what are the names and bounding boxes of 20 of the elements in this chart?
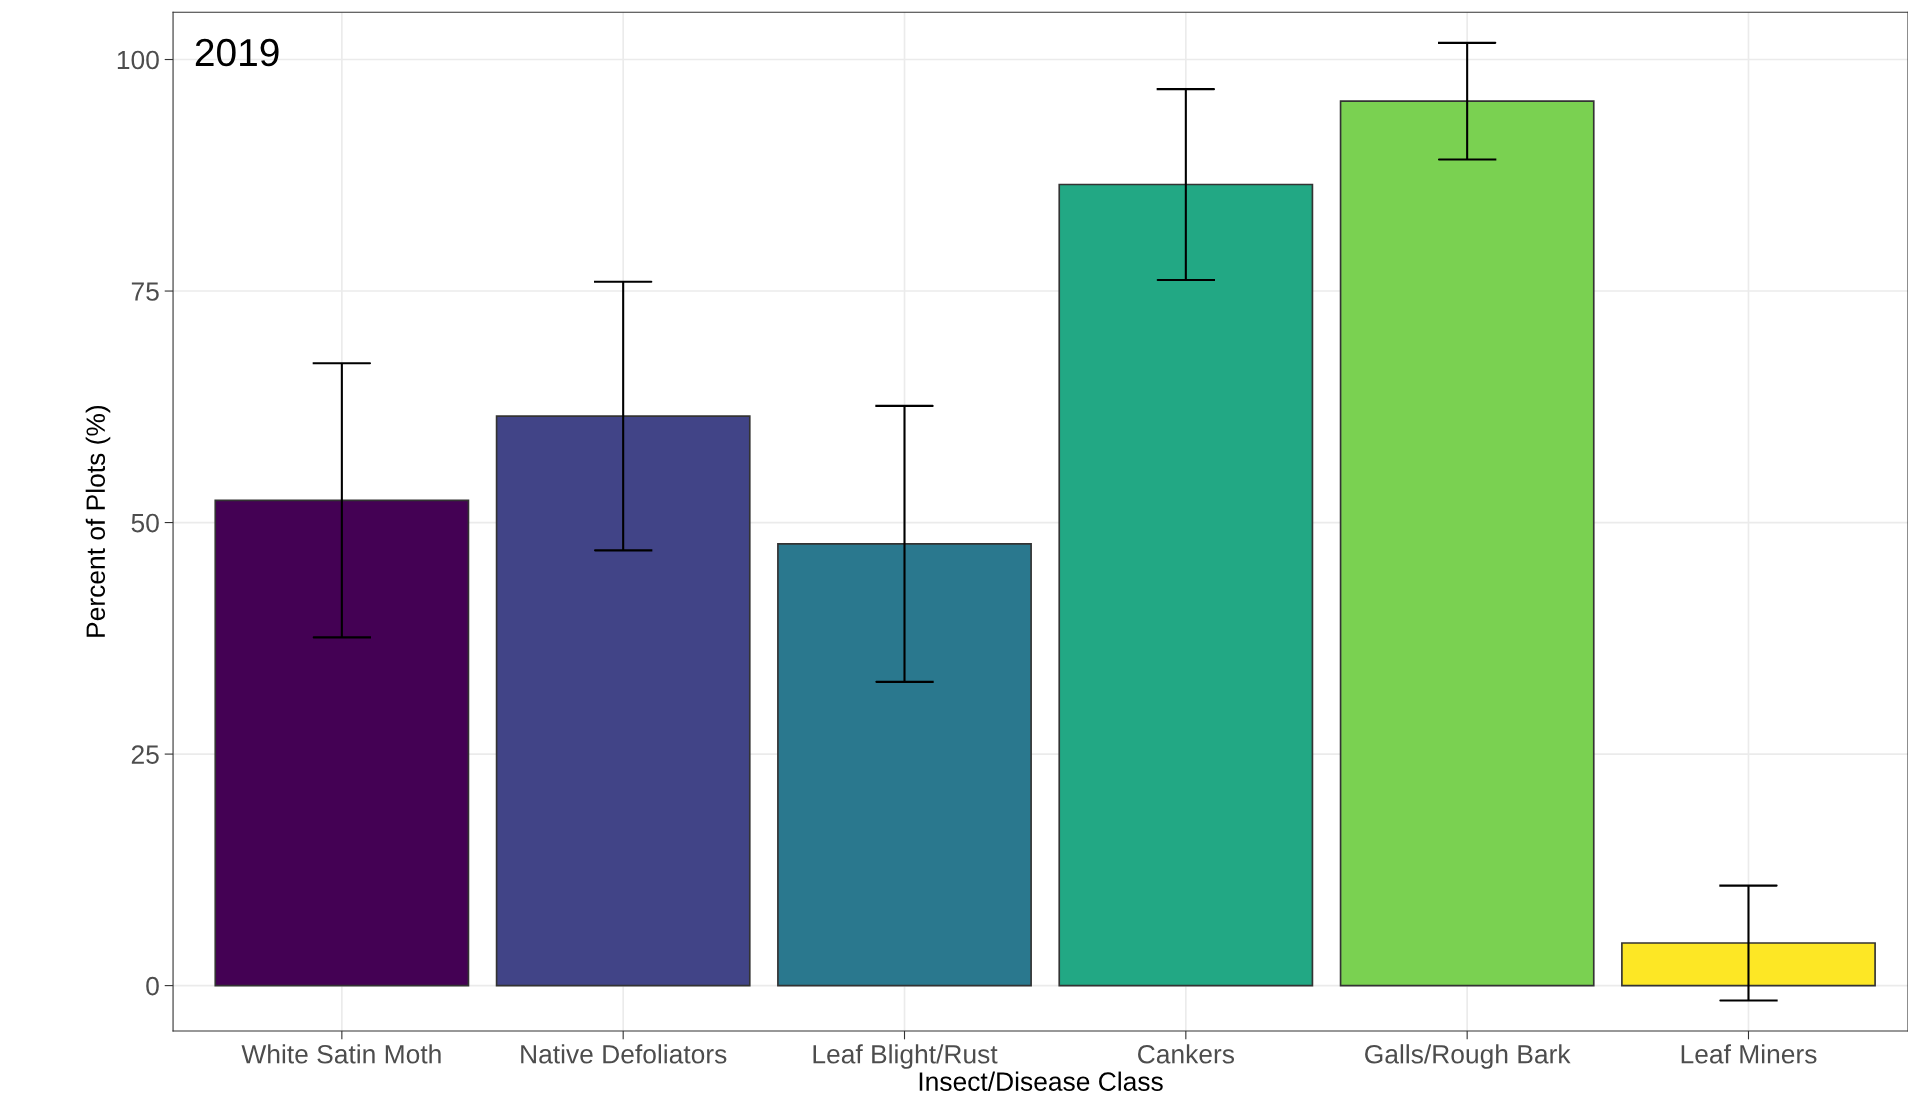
x-axis-title: Insect/Disease Class xyxy=(919,1071,1163,1091)
y-tick-label: 75 xyxy=(131,282,159,301)
y-tick-label: 25 xyxy=(131,745,159,764)
annotation: 2019 xyxy=(195,38,279,67)
y-tick-label: 50 xyxy=(131,513,159,533)
bar xyxy=(214,499,470,987)
bar xyxy=(1058,183,1314,987)
x-tick-label: Leaf Miners xyxy=(1681,1044,1817,1064)
x-tick-label: Native Defoliators xyxy=(521,1044,727,1064)
x-tick-label: Leaf Blight/Rust xyxy=(813,1044,998,1069)
bar xyxy=(1339,100,1595,987)
x-tick-label: Galls/Rough Bark xyxy=(1365,1044,1571,1069)
bar xyxy=(495,415,751,987)
bar xyxy=(777,543,1032,987)
x-tick-label: White Satin Moth xyxy=(241,1044,441,1064)
bar xyxy=(1621,942,1876,987)
y-tick-label: 0 xyxy=(146,976,159,996)
y-axis-title: Percent of Plots (%) xyxy=(85,405,111,637)
x-tick-label: Cankers xyxy=(1138,1044,1235,1064)
y-tick-label: 100 xyxy=(117,50,159,70)
